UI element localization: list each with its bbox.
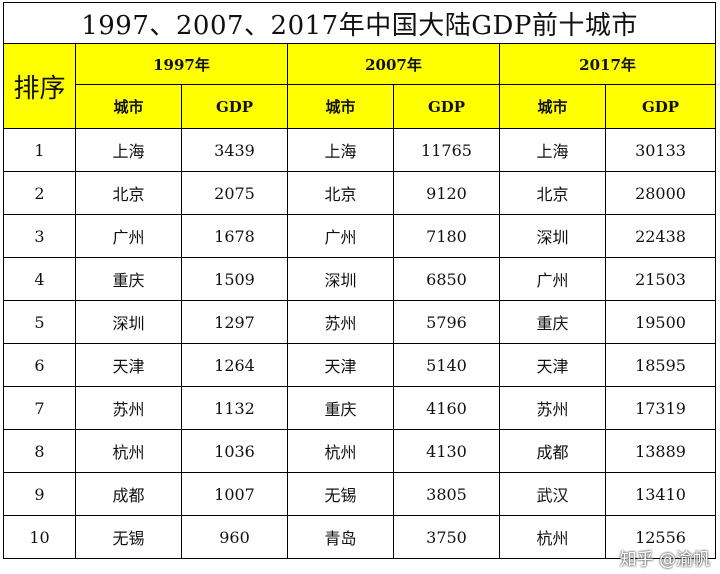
table-row: 4 重庆 1509 深圳 6850 广州 21503 xyxy=(3,257,717,301)
gdp-cell: 6850 xyxy=(393,257,500,301)
gdp-cell: 5140 xyxy=(393,343,500,387)
gdp-cell: 5796 xyxy=(393,300,500,344)
gdp-cell: 21503 xyxy=(604,257,717,301)
city-cell: 北京 xyxy=(75,171,182,215)
city-cell: 广州 xyxy=(287,214,394,258)
gdp-cell: 4160 xyxy=(393,386,500,430)
gdp-cell: 18595 xyxy=(604,343,717,387)
city-cell: 武汉 xyxy=(499,472,606,516)
gdp-table: 1997、2007、2017年中国大陆GDP前十城市 排序 1997年 2007… xyxy=(2,2,717,559)
year-header-2017: 2017年 xyxy=(498,43,717,85)
gdp-cell: 3439 xyxy=(181,128,288,172)
gdp-cell: 11765 xyxy=(393,128,500,172)
table-row: 8 杭州 1036 杭州 4130 成都 13889 xyxy=(3,429,717,473)
rank-cell: 7 xyxy=(3,386,76,430)
rank-cell: 8 xyxy=(3,429,76,473)
city-cell: 苏州 xyxy=(499,386,606,430)
gdp-cell: 1297 xyxy=(181,300,288,344)
city-cell: 重庆 xyxy=(287,386,394,430)
city-cell: 杭州 xyxy=(75,429,182,473)
gdp-cell: 22438 xyxy=(604,214,717,258)
rank-cell: 9 xyxy=(3,472,76,516)
gdp-cell: 7180 xyxy=(393,214,500,258)
gdp-cell: 13889 xyxy=(604,429,717,473)
gdp-header: GDP xyxy=(181,84,288,129)
city-cell: 杭州 xyxy=(287,429,394,473)
city-cell: 天津 xyxy=(499,343,606,387)
city-header: 城市 xyxy=(287,84,394,129)
gdp-cell: 1678 xyxy=(181,214,288,258)
rank-cell: 4 xyxy=(3,257,76,301)
rank-cell: 3 xyxy=(3,214,76,258)
year-header-2007: 2007年 xyxy=(287,43,500,85)
city-cell: 苏州 xyxy=(75,386,182,430)
table-row: 6 天津 1264 天津 5140 天津 18595 xyxy=(3,343,717,387)
rank-cell: 1 xyxy=(3,128,76,172)
table-row: 9 成都 1007 无锡 3805 武汉 13410 xyxy=(3,472,717,516)
city-cell: 成都 xyxy=(75,472,182,516)
table-row: 3 广州 1678 广州 7180 深圳 22438 xyxy=(3,214,717,258)
city-cell: 北京 xyxy=(499,171,606,215)
city-cell: 天津 xyxy=(287,343,394,387)
gdp-cell: 3750 xyxy=(393,515,500,559)
gdp-header: GDP xyxy=(393,84,500,129)
city-cell: 苏州 xyxy=(287,300,394,344)
rank-cell: 10 xyxy=(3,515,76,559)
city-cell: 无锡 xyxy=(287,472,394,516)
gdp-cell: 960 xyxy=(181,515,288,559)
city-cell: 上海 xyxy=(499,128,606,172)
table-row: 7 苏州 1132 重庆 4160 苏州 17319 xyxy=(3,386,717,430)
city-cell: 成都 xyxy=(499,429,606,473)
city-cell: 广州 xyxy=(75,214,182,258)
year-header-1997: 1997年 xyxy=(75,43,288,85)
gdp-cell: 19500 xyxy=(604,300,717,344)
gdp-cell: 9120 xyxy=(393,171,500,215)
city-cell: 北京 xyxy=(287,171,394,215)
gdp-cell: 30133 xyxy=(604,128,717,172)
city-cell: 无锡 xyxy=(75,515,182,559)
table-row: 2 北京 2075 北京 9120 北京 28000 xyxy=(3,171,717,215)
gdp-cell: 3805 xyxy=(393,472,500,516)
rank-header: 排序 xyxy=(3,43,76,129)
gdp-header: GDP xyxy=(604,84,717,129)
city-cell: 深圳 xyxy=(287,257,394,301)
table-row: 10 无锡 960 青岛 3750 杭州 12556 xyxy=(3,515,717,559)
city-cell: 青岛 xyxy=(287,515,394,559)
rank-cell: 2 xyxy=(3,171,76,215)
city-cell: 上海 xyxy=(287,128,394,172)
city-cell: 重庆 xyxy=(75,257,182,301)
rank-cell: 5 xyxy=(3,300,76,344)
table-row: 1 上海 3439 上海 11765 上海 30133 xyxy=(3,128,717,172)
city-cell: 杭州 xyxy=(499,515,606,559)
gdp-cell: 2075 xyxy=(181,171,288,215)
gdp-cell: 28000 xyxy=(604,171,717,215)
table-title: 1997、2007、2017年中国大陆GDP前十城市 xyxy=(2,2,717,44)
gdp-cell: 1264 xyxy=(181,343,288,387)
gdp-cell: 4130 xyxy=(393,429,500,473)
rank-cell: 6 xyxy=(3,343,76,387)
city-header: 城市 xyxy=(75,84,182,129)
city-cell: 上海 xyxy=(75,128,182,172)
city-cell: 深圳 xyxy=(499,214,606,258)
gdp-cell: 1509 xyxy=(181,257,288,301)
city-cell: 天津 xyxy=(75,343,182,387)
gdp-cell: 1036 xyxy=(181,429,288,473)
gdp-cell: 17319 xyxy=(604,386,717,430)
city-cell: 广州 xyxy=(499,257,606,301)
gdp-cell: 12556 xyxy=(604,515,717,559)
city-cell: 深圳 xyxy=(75,300,182,344)
table-row: 5 深圳 1297 苏州 5796 重庆 19500 xyxy=(3,300,717,344)
gdp-cell: 13410 xyxy=(604,472,717,516)
city-cell: 重庆 xyxy=(499,300,606,344)
gdp-cell: 1132 xyxy=(181,386,288,430)
gdp-cell: 1007 xyxy=(181,472,288,516)
city-header: 城市 xyxy=(499,84,606,129)
